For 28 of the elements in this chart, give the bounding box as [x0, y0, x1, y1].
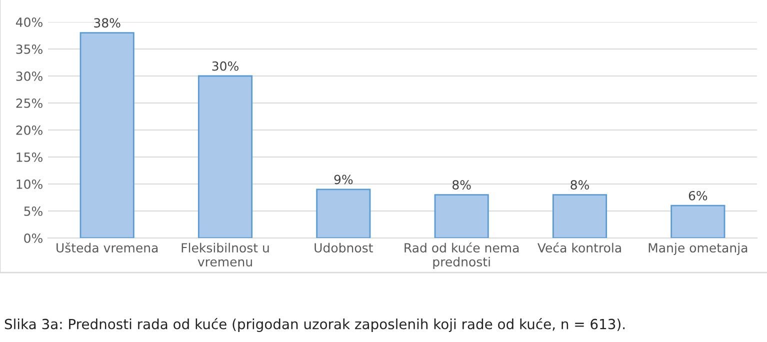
x-tick-label: Ušteda vremena [56, 242, 158, 253]
y-tick-label: 40% [16, 17, 42, 27]
bar [80, 32, 134, 238]
data-label: 30% [212, 61, 238, 71]
bar [316, 188, 371, 238]
x-tick-label: Fleksibilnost u vremenu [182, 242, 269, 267]
x-tick-label: Veća kontrola [538, 242, 621, 253]
x-tick-label: Manje ometanja [648, 242, 748, 255]
y-tick-label: 35% [16, 44, 42, 54]
y-tick-label: 25% [16, 98, 42, 108]
bar [552, 194, 608, 238]
data-label: 8% [570, 180, 589, 190]
y-tick-label: 10% [16, 179, 42, 189]
bar [670, 204, 726, 238]
bar [434, 194, 489, 238]
data-label: 8% [452, 180, 471, 190]
text: Slika 3a: Prednosti rada od kuće (prigodan uzorak zaposlenih koji rade od kuće, n = 613). [4, 318, 625, 332]
y-tick-label: 30% [16, 71, 42, 81]
y-tick-label: 15% [16, 152, 42, 162]
bar [198, 75, 253, 238]
y-tick-label: 0% [24, 233, 42, 243]
y-tick-label: 20% [16, 125, 42, 135]
x-tick-label: Rad od kuće nema prednosti [404, 242, 519, 269]
data-label: 38% [94, 18, 120, 28]
y-tick-label: 5% [24, 206, 42, 216]
data-label: 6% [688, 190, 708, 200]
data-label: 9% [334, 174, 353, 184]
x-tick-label: Udobnost [314, 242, 373, 253]
